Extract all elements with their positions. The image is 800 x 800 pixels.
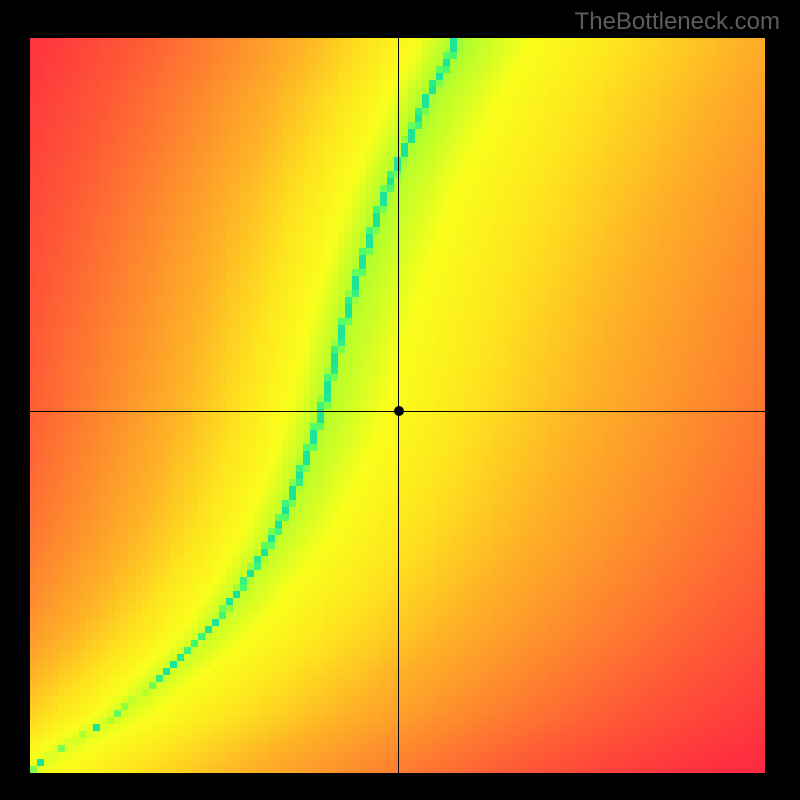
watermark-text: TheBottleneck.com (575, 8, 780, 36)
chart-container: TheBottleneck.com (0, 0, 800, 800)
